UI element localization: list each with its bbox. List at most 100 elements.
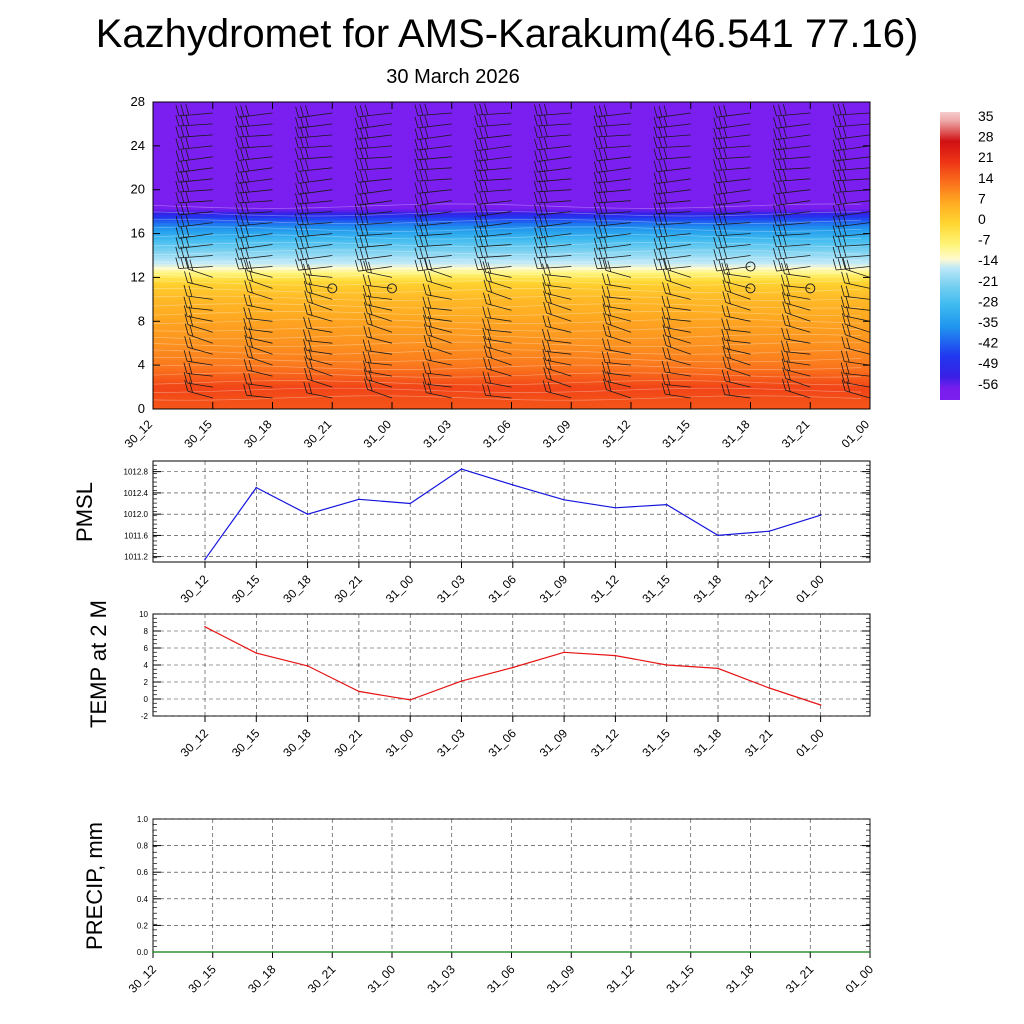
precip-data-point bbox=[869, 951, 871, 953]
section-x-tick-label: 01_00 bbox=[839, 417, 873, 451]
wind-barb bbox=[483, 357, 512, 377]
pmsl-data-point bbox=[306, 513, 309, 515]
wind-barb bbox=[363, 360, 393, 377]
wind-barb bbox=[422, 296, 452, 311]
wind-barb bbox=[175, 256, 213, 269]
precip-x-tick-label: 31_09 bbox=[544, 962, 578, 996]
pmsl-data-point bbox=[614, 507, 617, 509]
wind-barb bbox=[235, 180, 273, 194]
temp-2m-x-tick-label: 30_15 bbox=[229, 726, 263, 760]
wind-barb bbox=[235, 159, 273, 173]
wind-barb bbox=[482, 371, 512, 388]
section-band bbox=[153, 370, 870, 374]
colorbar-gradient bbox=[940, 112, 960, 400]
wind-barb bbox=[153, 342, 154, 344]
temp-2m-y-tick-label: -2 bbox=[141, 712, 149, 721]
section-band bbox=[153, 236, 870, 240]
precip-data-point bbox=[212, 951, 214, 953]
temp-2m-x-tick-label: 30_18 bbox=[280, 726, 314, 760]
precip-data-point bbox=[690, 951, 692, 953]
section-band bbox=[153, 299, 870, 303]
wind-barb bbox=[781, 262, 811, 278]
pmsl-x-tick-label: 31_06 bbox=[485, 572, 519, 606]
section-band bbox=[153, 356, 870, 361]
wind-barb bbox=[175, 225, 213, 239]
temp-2m-x-tick-label: 31_12 bbox=[588, 726, 622, 760]
wind-barb bbox=[295, 115, 333, 129]
section-band bbox=[153, 395, 870, 399]
wind-barb bbox=[832, 126, 870, 140]
wind-barb bbox=[653, 257, 691, 271]
wind-barb bbox=[153, 298, 154, 300]
section-band bbox=[153, 189, 870, 194]
section-y-tick-label: 12 bbox=[131, 269, 145, 284]
wind-barb bbox=[653, 125, 691, 138]
calm-marker bbox=[745, 283, 756, 294]
section-x-tick-label: 31_09 bbox=[540, 417, 574, 451]
wind-barb bbox=[713, 104, 751, 118]
pmsl-ylabel: PMSL bbox=[72, 482, 97, 542]
wind-barb bbox=[184, 323, 213, 344]
section-band bbox=[153, 255, 870, 259]
section-contour bbox=[153, 234, 862, 240]
wind-barb bbox=[362, 351, 393, 366]
precip-y-tick-label: 0.4 bbox=[137, 895, 149, 904]
wind-barb bbox=[662, 334, 691, 355]
section-band bbox=[153, 181, 870, 185]
temp-2m-y-tick-label: 10 bbox=[139, 610, 148, 619]
section-band bbox=[153, 211, 870, 215]
wind-barb bbox=[175, 191, 213, 204]
wind-barb bbox=[354, 223, 393, 237]
temp-2m-data-point bbox=[358, 690, 360, 693]
pmsl-x-tick-label: 31_12 bbox=[588, 572, 622, 606]
wind-barb bbox=[414, 234, 452, 248]
wind-barb bbox=[175, 114, 213, 127]
wind-barb bbox=[593, 104, 632, 118]
section-x-tick-label: 31_15 bbox=[659, 417, 693, 451]
wind-barb bbox=[414, 137, 452, 151]
wind-barb bbox=[303, 329, 333, 344]
colorbar: 35 28 21 14 7 0 -7 -14 -21 -28 -35 -42 -49 -56 bbox=[940, 108, 998, 400]
section-band bbox=[153, 162, 870, 166]
wind-barb bbox=[153, 167, 154, 169]
wind-barb bbox=[175, 137, 213, 150]
wind-barb bbox=[235, 202, 273, 215]
section-band bbox=[153, 228, 870, 232]
section-band bbox=[153, 378, 870, 383]
wind-barb bbox=[534, 203, 572, 216]
colorbar-label: -21 bbox=[978, 273, 998, 289]
section-contour bbox=[153, 380, 861, 386]
temp-2m-data-point bbox=[255, 652, 258, 654]
wind-barb bbox=[773, 115, 811, 129]
temp-2m-x-tick-label: 31_06 bbox=[485, 726, 519, 760]
wind-barb bbox=[713, 170, 751, 184]
wind-barb bbox=[722, 356, 751, 377]
wind-barb bbox=[414, 147, 452, 161]
precip-y-tick-label: 0.8 bbox=[137, 842, 149, 851]
wind-barb bbox=[653, 201, 691, 215]
wind-barb bbox=[423, 257, 452, 278]
section-band bbox=[153, 145, 870, 150]
section-contour bbox=[153, 249, 862, 255]
section-band bbox=[153, 115, 870, 120]
wind-barb bbox=[364, 378, 393, 399]
wind-barb bbox=[662, 268, 691, 289]
wind-barb bbox=[153, 123, 154, 125]
wind-barb bbox=[773, 246, 811, 260]
precip-x-tick-label: 31_03 bbox=[424, 962, 458, 996]
wind-barb bbox=[653, 191, 691, 205]
section-band bbox=[153, 239, 870, 243]
wind-barb bbox=[363, 325, 393, 344]
temp-2m-data-point bbox=[512, 666, 514, 669]
wind-barb bbox=[713, 258, 751, 272]
wind-barb bbox=[721, 318, 751, 333]
wind-barb bbox=[832, 246, 870, 259]
pmsl-x-tick-label: 31_15 bbox=[639, 572, 673, 606]
section-band bbox=[153, 337, 870, 342]
pmsl-data-point bbox=[255, 486, 258, 489]
wind-barb bbox=[533, 191, 572, 204]
wind-barb bbox=[354, 181, 393, 195]
section-band bbox=[153, 167, 870, 172]
section-y-tick-label: 24 bbox=[131, 138, 145, 153]
wind-barb bbox=[593, 213, 632, 227]
